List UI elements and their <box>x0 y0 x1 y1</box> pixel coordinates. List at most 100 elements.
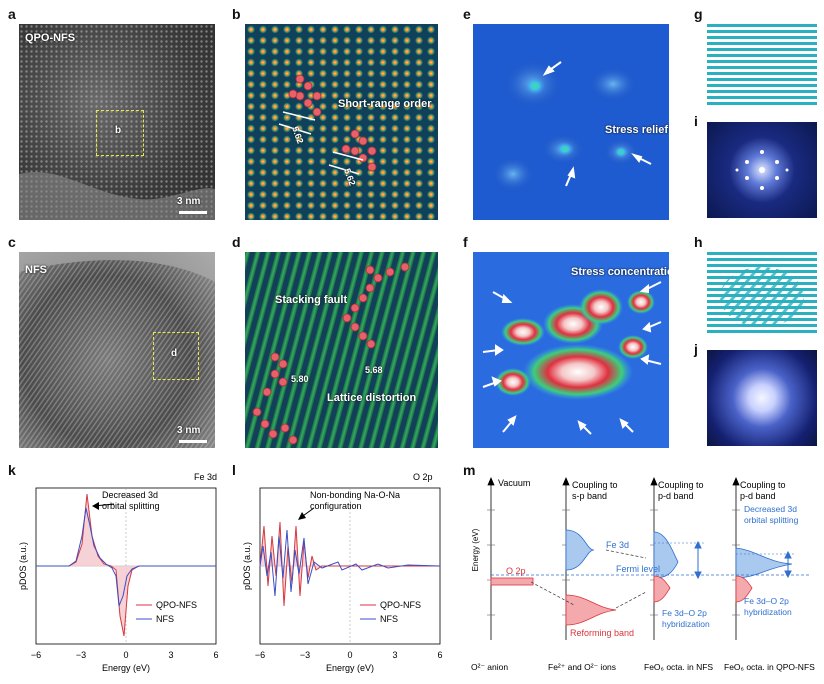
col4-lower-band <box>735 575 753 603</box>
zoom-box: d <box>153 332 199 380</box>
xtick: −6 <box>255 650 265 660</box>
xtick: 6 <box>437 650 442 660</box>
hybridization-2-line-2: hybridization <box>744 607 792 617</box>
atom-lattice <box>245 24 438 220</box>
o2p-band <box>490 577 534 586</box>
hybridization-2-line-1: Fe 3d–O 2p <box>744 596 789 606</box>
panel-label-b: b <box>232 6 241 22</box>
sample-label: QPO-NFS <box>25 32 76 44</box>
panel-label-m: m <box>463 462 476 478</box>
scale-bar <box>179 440 207 443</box>
xtick: 0 <box>347 650 352 660</box>
o2p-label: O 2p <box>506 566 526 576</box>
strain-pattern-qpo-nfs <box>707 24 817 108</box>
spacing-1: 5.80 <box>291 374 309 384</box>
column-caption-3: FeO₆ octa. in NFS <box>644 662 713 672</box>
y-axis-label: pDOS (a.u.) <box>242 542 252 590</box>
col2-head-1: Coupling to <box>572 480 618 490</box>
chart-o2p-pdos: O 2p Non-bonding Na-O-Na configuration Q… <box>242 472 443 673</box>
stress-concentration-label: Stress concentration <box>571 266 669 278</box>
xtick: 3 <box>392 650 397 660</box>
fft-pattern-nfs <box>707 350 817 446</box>
panel-label-e: e <box>463 6 471 22</box>
stress-map-nfs: Stress concentration <box>473 252 669 448</box>
xtick: −3 <box>300 650 310 660</box>
zoom-box-label: d <box>171 348 178 359</box>
strain-pattern-nfs <box>707 252 817 336</box>
x-axis-label: Energy (eV) <box>326 663 374 673</box>
nfs-line <box>36 507 216 607</box>
hybridization-1-line-1: Fe 3d–O 2p <box>662 608 707 618</box>
xtick: 3 <box>168 650 173 660</box>
nfs-line <box>259 529 441 597</box>
orbital-label: Fe 3d <box>194 472 217 482</box>
col3-head-1: Coupling to <box>658 480 704 490</box>
fe3d-band <box>565 529 595 571</box>
panel-label-g: g <box>694 6 703 22</box>
reforming-band-label: Reforming band <box>570 628 634 638</box>
legend-nfs: NFS <box>156 614 174 624</box>
panel-label-j: j <box>694 341 698 357</box>
stress-relief-label: Stress relief <box>605 124 668 136</box>
distortion-overlay <box>720 267 804 327</box>
chart-fe3d-pdos: Fe 3d Decreased 3d orbital splitting QPO… <box>18 472 219 673</box>
annotation-line-2: orbital splitting <box>102 501 160 511</box>
energy-axis-label: Energy (eV) <box>471 528 480 571</box>
scale-bar-label: 3 nm <box>177 425 201 436</box>
vacuum-label: Vacuum <box>498 478 530 488</box>
legend-qpo: QPO-NFS <box>156 600 197 610</box>
annotation-line-2: configuration <box>310 501 362 511</box>
lattice-texture <box>19 24 215 220</box>
xtick: −6 <box>31 650 41 660</box>
panel-label-i: i <box>694 113 698 129</box>
zoom-box-label: b <box>115 125 122 136</box>
xtick: 0 <box>123 650 128 660</box>
qpo-fill <box>260 522 440 606</box>
column-caption-4: FeO₆ octa. in QPO-NFS <box>724 662 815 672</box>
x-axis-label: Energy (eV) <box>102 663 150 673</box>
xtick: 6 <box>213 650 218 660</box>
col3-head-2: p-d band <box>658 491 694 501</box>
stress-field <box>473 252 669 448</box>
legend-qpo: QPO-NFS <box>380 600 421 610</box>
spacing-2: 5.68 <box>365 365 383 375</box>
column-caption-2: Fe²⁺ and O²⁻ ions <box>548 662 616 672</box>
panel-label-c: c <box>8 234 16 250</box>
stress-field <box>473 24 669 220</box>
reforming-band <box>565 594 617 626</box>
panel-label-l: l <box>232 462 236 478</box>
atomic-map-nfs: Stacking fault Lattice distortion 5.80 5… <box>245 252 438 448</box>
scale-bar <box>179 211 207 214</box>
lattice-texture <box>19 252 215 448</box>
panel-label-h: h <box>694 234 703 250</box>
col4-upper-band <box>735 547 793 579</box>
fft-spots <box>735 150 789 190</box>
annotation-line-1: Decreased 3d <box>102 490 158 500</box>
scale-bar-label: 3 nm <box>177 196 201 207</box>
col4-head-2: p-d band <box>740 491 776 501</box>
tem-image-qpo-nfs: QPO-NFS b 3 nm <box>19 24 215 220</box>
legend-nfs: NFS <box>380 614 398 624</box>
annotation-line-1: Non-bonding Na-O-Na <box>310 490 400 500</box>
annotation-arrowhead <box>92 502 99 510</box>
short-range-order-label: Short-range order <box>338 98 432 110</box>
lattice-distortion-label: Lattice distortion <box>327 392 417 404</box>
panel-label-d: d <box>232 234 241 250</box>
energy-level-diagram: Vacuum Energy (eV) O 2p Coupling to s-p … <box>471 476 815 672</box>
decreased-splitting-line-2: orbital splitting <box>744 515 799 525</box>
stacking-fault-label: Stacking fault <box>275 294 348 306</box>
column-caption-1: O²⁻ anion <box>471 662 508 672</box>
zoom-box: b <box>96 110 144 156</box>
annotation-arrowhead <box>298 512 306 520</box>
fft-pattern-qpo-nfs <box>707 122 817 218</box>
orbital-label: O 2p <box>413 472 433 482</box>
xtick: −3 <box>76 650 86 660</box>
col3-lower-band <box>653 575 671 603</box>
panel-label-f: f <box>463 234 468 250</box>
fe3d-label: Fe 3d <box>606 540 629 550</box>
panel-label-k: k <box>8 462 16 478</box>
panel-label-a: a <box>8 6 16 22</box>
decreased-splitting-line-1: Decreased 3d <box>744 504 797 514</box>
atom-lattice <box>245 252 438 448</box>
y-axis-label: pDOS (a.u.) <box>18 542 28 590</box>
